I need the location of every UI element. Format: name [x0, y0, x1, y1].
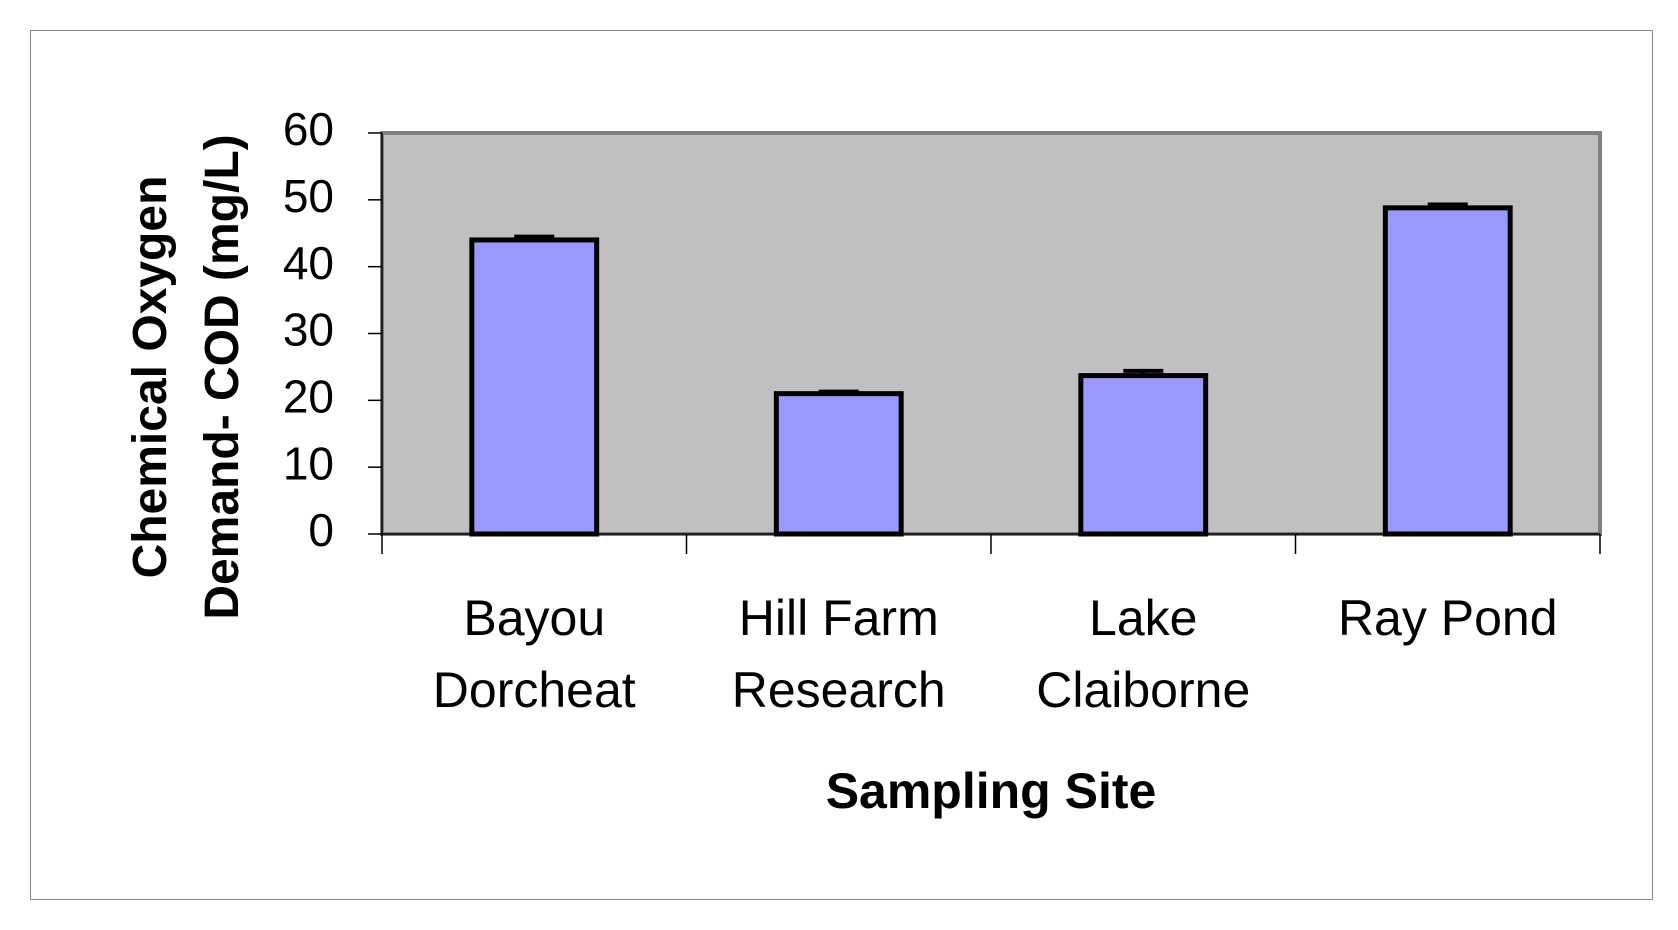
bar: [773, 391, 904, 537]
y-tick-label: 30: [283, 304, 334, 356]
y-tick-label: 10: [283, 437, 334, 489]
y-tick-label: 50: [283, 170, 334, 222]
y-tick-label: 60: [283, 103, 334, 155]
x-axis-title: Sampling Site: [825, 763, 1157, 819]
y-tick-label: 40: [283, 237, 334, 289]
bar: [1382, 205, 1513, 537]
x-tick-label: Lake Claiborne: [1036, 590, 1251, 718]
x-tick-label: Bayou Dorcheat: [432, 590, 636, 718]
x-tick-label: Hill Farm Research: [731, 590, 946, 718]
bar: [469, 237, 600, 537]
y-tick-label: 20: [283, 370, 334, 422]
y-axis-title: Chemical Oxygen Demand- COD (mg/L): [124, 134, 249, 620]
chart-frame: [30, 30, 1653, 900]
y-tick-label: 0: [308, 504, 334, 556]
x-tick-label: Ray Pond: [1337, 590, 1558, 646]
bar: [1078, 373, 1209, 537]
